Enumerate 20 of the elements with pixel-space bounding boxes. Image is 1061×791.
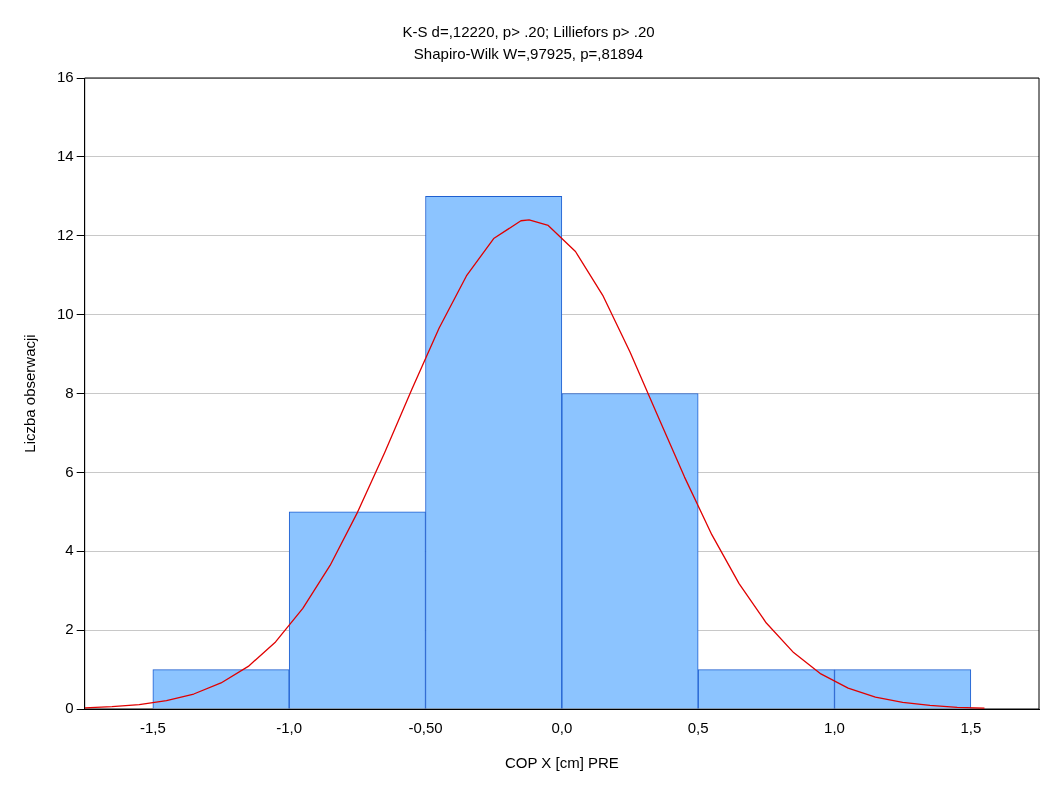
x-tick-label: 0,0: [551, 719, 573, 737]
x-tick-label: -1,0: [276, 719, 303, 737]
x-tick-label: 1,0: [824, 719, 845, 737]
y-tick-label: 2: [65, 620, 74, 638]
y-tick-label: 6: [65, 462, 74, 480]
y-tick-label: 14: [57, 147, 74, 165]
y-tick-label: 16: [57, 68, 74, 86]
y-tick-label: 4: [65, 541, 74, 559]
y-tick-label: 0: [65, 699, 74, 717]
x-tick-label: 1,5: [960, 719, 982, 737]
y-tick-label: 12: [57, 225, 74, 243]
x-tick-label: -1,5: [139, 719, 166, 737]
y-axis-title: Liczba obserwacji: [21, 334, 39, 453]
chart-subtitle: Shapiro-Wilk W=,97925, p=,81894: [413, 45, 644, 63]
x-axis-title: COP X [cm] PRE: [504, 754, 619, 772]
x-tick-label: 0,5: [687, 719, 709, 737]
x-tick-label: -0,50: [408, 719, 443, 737]
y-tick-label: 8: [65, 383, 74, 401]
chart-title: K-S d=,12220, p> .20; Lilliefors p> .20: [402, 23, 655, 41]
y-tick-label: 10: [57, 304, 74, 322]
